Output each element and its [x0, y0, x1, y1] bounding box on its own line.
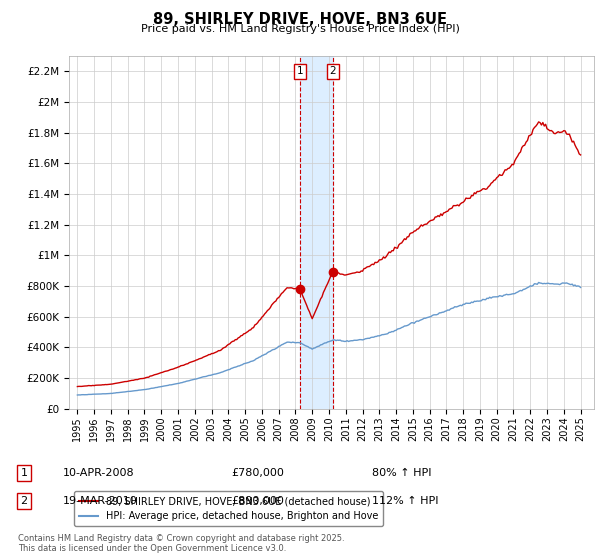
Text: 2: 2	[20, 496, 28, 506]
Text: 80% ↑ HPI: 80% ↑ HPI	[372, 468, 431, 478]
Text: Price paid vs. HM Land Registry's House Price Index (HPI): Price paid vs. HM Land Registry's House …	[140, 24, 460, 34]
Text: 10-APR-2008: 10-APR-2008	[63, 468, 134, 478]
Text: £780,000: £780,000	[231, 468, 284, 478]
Text: 2: 2	[329, 66, 336, 76]
Text: 1: 1	[20, 468, 28, 478]
Text: 19-MAR-2010: 19-MAR-2010	[63, 496, 138, 506]
Text: £890,000: £890,000	[231, 496, 284, 506]
Bar	[300, 56, 332, 409]
Text: 112% ↑ HPI: 112% ↑ HPI	[372, 496, 439, 506]
Text: 1: 1	[296, 66, 303, 76]
Text: 89, SHIRLEY DRIVE, HOVE, BN3 6UE: 89, SHIRLEY DRIVE, HOVE, BN3 6UE	[153, 12, 447, 27]
Text: Contains HM Land Registry data © Crown copyright and database right 2025.
This d: Contains HM Land Registry data © Crown c…	[18, 534, 344, 553]
Legend: 89, SHIRLEY DRIVE, HOVE, BN3 6UE (detached house), HPI: Average price, detached : 89, SHIRLEY DRIVE, HOVE, BN3 6UE (detach…	[74, 491, 383, 526]
